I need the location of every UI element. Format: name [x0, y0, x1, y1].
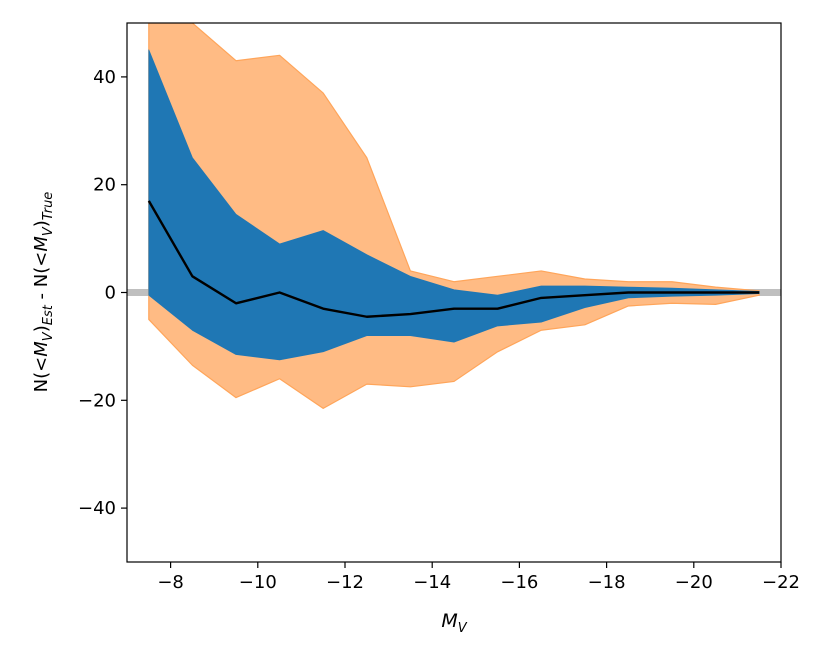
x-tick-label: −14: [413, 572, 451, 593]
plot-area: [127, 23, 781, 409]
y-tick-label: 40: [93, 67, 116, 88]
y-axis-label: N(<MV)Est - N(<MV)True: [31, 192, 56, 393]
y-tick-label: −40: [78, 498, 116, 519]
y-tick-label: 20: [93, 175, 116, 196]
x-tick-label: −22: [762, 572, 800, 593]
x-tick-label: −18: [588, 572, 626, 593]
x-tick-label: −20: [675, 572, 713, 593]
x-tick-label: −16: [500, 572, 538, 593]
x-axis: −8 −10 −12 −14 −16 −18 −20 −22: [157, 562, 800, 593]
y-tick-label: 0: [105, 283, 116, 304]
y-axis: 40 20 0 −20 −40: [78, 67, 127, 519]
x-tick-label: −12: [326, 572, 364, 593]
x-tick-label: −10: [239, 572, 277, 593]
median-line: [147, 200, 760, 318]
x-tick-label: −8: [157, 572, 184, 593]
y-tick-label: −20: [78, 390, 116, 411]
x-axis-label: MV: [441, 610, 467, 636]
